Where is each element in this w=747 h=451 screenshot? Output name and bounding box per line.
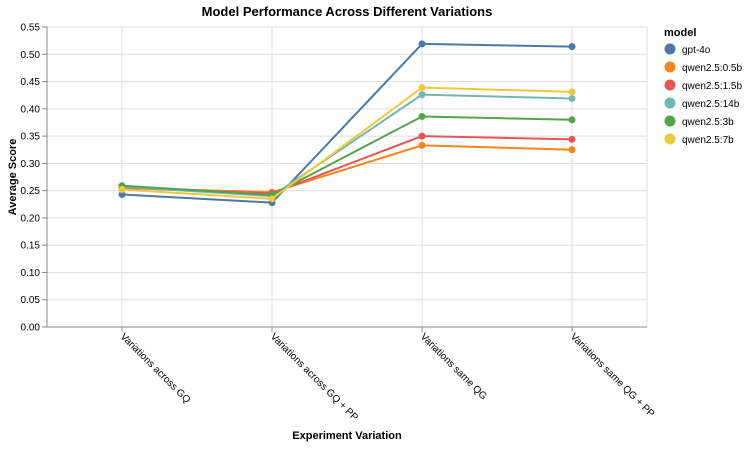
legend-swatch-qwen2-5-14b — [664, 97, 676, 109]
data-point-qwen2-5-14b[interactable] — [568, 94, 576, 102]
data-point-gpt-4o[interactable] — [418, 40, 426, 48]
axes: 0.00 0.05 0.10 0.15 0.20 0.25 0.30 0.35 0.40 0.45… — [21, 23, 657, 424]
series-qwen2-5-7b — [118, 84, 576, 203]
series-gpt-4o — [118, 40, 576, 207]
series-qwen2-5-14b — [118, 91, 576, 200]
series-line-gpt-4o — [121, 42, 573, 204]
data-point-qwen2-5-14b[interactable] — [418, 91, 426, 99]
legend-swatch-gpt-4o — [664, 43, 676, 55]
y-tick-label: 0.35 — [21, 132, 41, 143]
legend-label-qwen2-5-14b: qwen2.5:14b — [682, 99, 740, 110]
data-point-qwen2-5-1-5b[interactable] — [568, 135, 576, 143]
legend-swatch-qwen2-5-7b — [664, 133, 676, 145]
y-tick-label: 0.40 — [21, 104, 41, 115]
legend-swatch-qwen2-5-1-5b — [664, 79, 676, 91]
data-point-qwen2-5-3b[interactable] — [418, 112, 426, 120]
data-point-qwen2-5-7b[interactable] — [568, 88, 576, 96]
y-tick-label: 0.55 — [21, 23, 41, 34]
gridlines — [46, 26, 648, 328]
legend-item-gpt-4o[interactable]: gpt-4o — [664, 43, 711, 57]
y-tick-label: 0.25 — [21, 186, 41, 197]
series-qwen2-5-0-5b — [118, 141, 576, 196]
data-point-qwen2-5-7b[interactable] — [268, 195, 276, 203]
y-tick-label: 0.15 — [21, 241, 41, 252]
data-point-qwen2-5-0-5b[interactable] — [418, 141, 426, 149]
chart-title: Model Performance Across Different Varia… — [202, 4, 493, 19]
data-point-qwen2-5-3b[interactable] — [568, 116, 576, 124]
legend-label-qwen2-5-0-5b: qwen2.5:0.5b — [682, 63, 742, 74]
legend-label-qwen2-5-3b: qwen2.5:3b — [682, 117, 734, 128]
series-line-qwen2-5-7b — [121, 86, 573, 200]
legend-item-qwen2-5-14b[interactable]: qwen2.5:14b — [664, 97, 740, 111]
legend-title: model — [664, 27, 696, 39]
data-point-qwen2-5-0-5b[interactable] — [568, 146, 576, 154]
y-tick-label: 0.45 — [21, 77, 41, 88]
legend-item-qwen2-5-3b[interactable]: qwen2.5:3b — [664, 115, 735, 129]
data-point-qwen2-5-7b[interactable] — [118, 186, 126, 194]
y-tick-label: 0.10 — [21, 268, 41, 279]
y-tick-label: 0.50 — [21, 50, 41, 61]
data-point-gpt-4o[interactable] — [568, 43, 576, 51]
x-tick-label: Variations across GQ + PP — [268, 331, 360, 423]
legend-swatch-qwen2-5-3b — [664, 115, 676, 127]
plot-border — [46, 26, 648, 328]
legend-item-qwen2-5-7b[interactable]: qwen2.5:7b — [664, 133, 735, 147]
series-line-qwen2-5-3b — [121, 115, 573, 196]
legend-label-qwen2-5-1-5b: qwen2.5:1.5b — [682, 81, 742, 92]
y-tick-label: 0.20 — [21, 213, 41, 224]
x-axis-label: Experiment Variation — [292, 430, 402, 442]
legend-item-qwen2-5-1-5b[interactable]: qwen2.5:1.5b — [664, 79, 743, 93]
x-tick-label: Variations across GQ — [118, 331, 193, 406]
legend-item-qwen2-5-0-5b[interactable]: qwen2.5:0.5b — [664, 61, 743, 75]
legend-label-qwen2-5-7b: qwen2.5:7b — [682, 135, 734, 146]
y-axis-label: Average Score — [7, 139, 19, 216]
data-point-qwen2-5-7b[interactable] — [418, 84, 426, 92]
legend-label-gpt-4o: gpt-4o — [682, 45, 711, 56]
series-qwen2-5-3b — [118, 112, 576, 199]
x-tick-label: Variations same QG — [418, 331, 489, 402]
data-point-qwen2-5-1-5b[interactable] — [418, 132, 426, 140]
series-lines — [118, 40, 576, 207]
series-line-qwen2-5-14b — [121, 93, 573, 198]
x-tick-label: Variations same QG + PP — [568, 331, 657, 420]
legend-swatch-qwen2-5-0-5b — [664, 61, 676, 73]
legend[interactable]: model gpt-4o qwen2.5:0.5b qwen2.5:1.5b qwen… — [664, 27, 742, 146]
series-line-qwen2-5-0-5b — [121, 144, 573, 194]
y-tick-label: 0.30 — [21, 159, 41, 170]
y-tick-label: 0.05 — [21, 295, 41, 306]
y-tick-label: 0.00 — [21, 323, 41, 334]
